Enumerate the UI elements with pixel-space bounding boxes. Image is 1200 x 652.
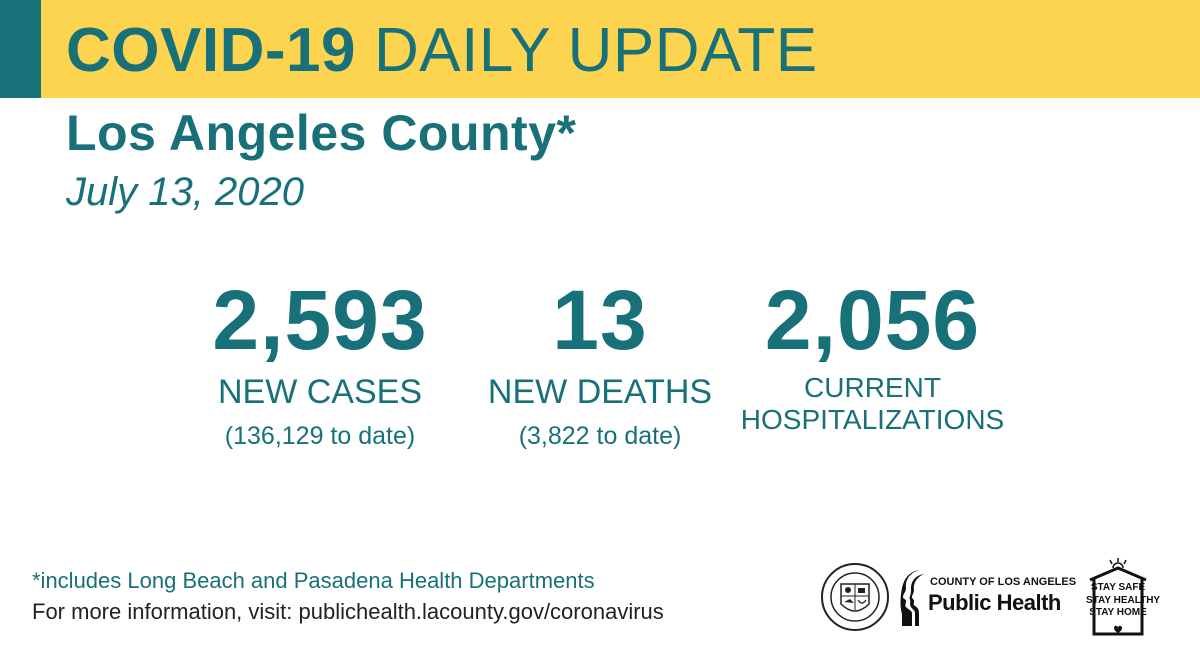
hospitalizations-label: CURRENT HOSPITALIZATIONS <box>740 372 1005 436</box>
new-cases-value: 2,593 <box>212 273 428 367</box>
deaths-to-date: (3,822 to date) <box>518 422 682 451</box>
region-title: Los Angeles County* <box>66 105 577 161</box>
report-date: July 13, 2020 <box>66 170 304 214</box>
cases-to-date: (136,129 to date) <box>224 422 416 451</box>
logo-strip: COUNTY OF LOS ANGELES Public Health STAY… <box>820 558 1160 638</box>
stat-new-deaths: 13 NEW DEATHS (3,822 to date) <box>470 278 730 451</box>
title-lead: COVID-19 <box>66 16 356 85</box>
stat-hospitalizations: 2,056 CURRENT HOSPITALIZATIONS <box>740 278 1005 436</box>
new-cases-label: NEW CASES <box>217 373 423 411</box>
header-band <box>0 0 1200 98</box>
public-health-logo: COUNTY OF LOS ANGELES Public Health <box>900 568 1080 634</box>
stay-home-line: STAY HOME <box>1089 607 1147 618</box>
stay-safe-logo: STAY SAFE STAY HEALTHY STAY HOME <box>1086 558 1161 638</box>
page-title: COVID-19 DAILY UPDATE <box>66 8 818 94</box>
new-deaths-label: NEW DEATHS <box>487 373 713 411</box>
footnote: *includes Long Beach and Pasadena Health… <box>32 568 595 593</box>
hospitalizations-label-line2: HOSPITALIZATIONS <box>740 404 1005 436</box>
more-info-text: For more information, visit: publichealt… <box>32 599 664 624</box>
hospitalizations-value: 2,056 <box>764 273 981 367</box>
header-accent-bar <box>0 0 41 98</box>
stat-new-cases: 2,593 NEW CASES (136,129 to date) <box>190 278 450 451</box>
stay-text: STAY SAFE STAY HEALTHY STAY HOME <box>1086 582 1161 620</box>
stay-healthy-line: STAY HEALTHY <box>1086 594 1161 606</box>
stay-safe-line: STAY SAFE <box>1090 582 1146 593</box>
hospitalizations-label-line1: CURRENT <box>804 372 941 403</box>
title-rest: DAILY UPDATE <box>373 16 818 85</box>
public-health-profile-icon <box>900 570 924 626</box>
county-seal-icon <box>821 563 889 631</box>
public-health-text: Public Health <box>928 590 1061 615</box>
new-deaths-value: 13 <box>552 273 648 367</box>
public-health-county-text: COUNTY OF LOS ANGELES <box>930 576 1077 588</box>
house-sun-icon <box>1089 558 1147 636</box>
